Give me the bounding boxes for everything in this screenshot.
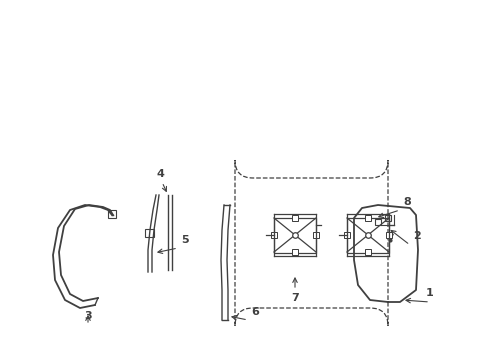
Bar <box>364 249 370 255</box>
Bar <box>384 215 390 221</box>
Text: 6: 6 <box>250 307 258 317</box>
Bar <box>374 219 380 225</box>
Text: 3: 3 <box>84 311 92 321</box>
Bar <box>273 218 315 253</box>
Bar <box>291 215 297 221</box>
Text: 1: 1 <box>425 288 433 298</box>
Bar <box>364 215 370 221</box>
Text: 5: 5 <box>181 235 188 245</box>
Text: 8: 8 <box>402 197 410 207</box>
Bar <box>291 249 297 255</box>
Bar <box>385 232 391 238</box>
Bar <box>270 232 276 238</box>
Bar <box>108 210 116 218</box>
Bar <box>346 218 388 253</box>
Bar <box>145 229 154 237</box>
Text: 2: 2 <box>412 231 420 241</box>
Bar <box>343 232 349 238</box>
Text: 4: 4 <box>156 169 163 179</box>
Bar <box>312 232 318 238</box>
Text: 7: 7 <box>290 293 298 303</box>
